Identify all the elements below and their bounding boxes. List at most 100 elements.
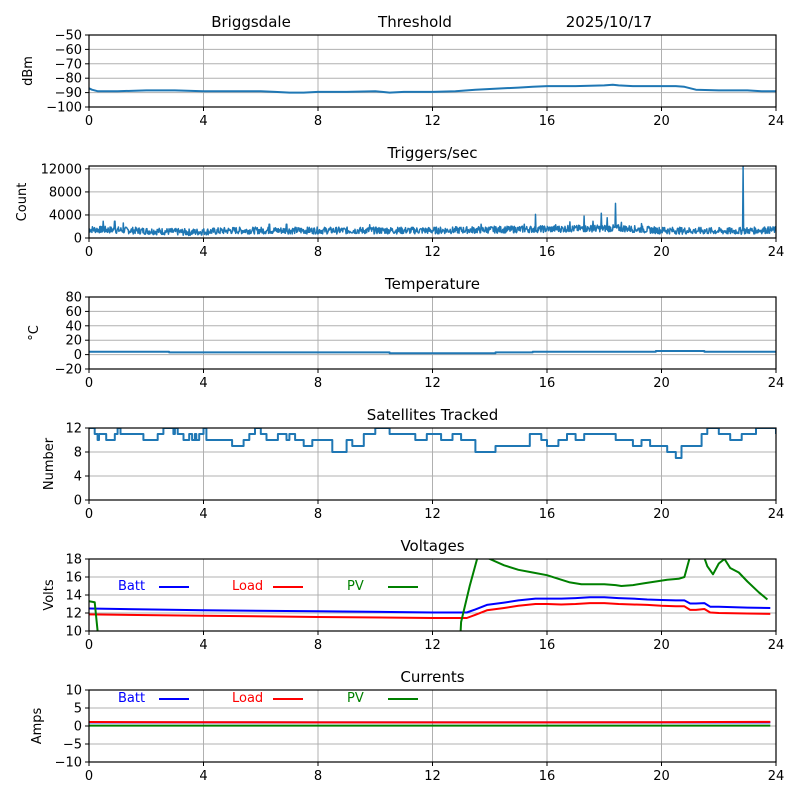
station-title: Briggsdale <box>211 13 291 31</box>
y-tick-label: 10 <box>65 625 82 640</box>
y-axis-label: Amps <box>30 707 45 744</box>
y-tick-label: −80 <box>55 72 82 87</box>
y-tick-label: 0 <box>74 348 82 363</box>
plot-area <box>89 559 771 631</box>
y-tick-label: 60 <box>65 305 82 320</box>
y-tick-label: 4000 <box>49 208 82 223</box>
y-tick-label: 8 <box>74 446 82 461</box>
x-tick-label: 24 <box>768 114 785 129</box>
y-axis-label: dBm <box>21 56 36 86</box>
x-tick-label: 20 <box>653 114 670 129</box>
y-tick-label: 5 <box>74 702 82 717</box>
legend-label-batt: Batt <box>118 579 145 594</box>
plot-area <box>89 720 771 727</box>
y-tick-label: −90 <box>55 86 82 101</box>
date-title: 2025/10/17 <box>566 13 652 31</box>
series-line-triggers <box>89 166 776 237</box>
y-tick-label: −10 <box>55 756 82 771</box>
x-tick-label: 20 <box>653 376 670 391</box>
panel-satellites: 0 4 8 12 16 20 24 0 4 8 12 Satellites Tracked Number <box>42 406 784 522</box>
y-tick-label: 4 <box>74 470 82 485</box>
x-tick-label: 8 <box>314 638 322 653</box>
x-tick-label: 16 <box>539 376 556 391</box>
x-tick-label: 4 <box>199 638 207 653</box>
series-line-batt <box>89 596 771 614</box>
y-tick-label: 12 <box>65 607 82 622</box>
y-axis-label: Count <box>15 183 30 222</box>
y-tick-label: −70 <box>55 57 82 72</box>
y-tick-label: 40 <box>65 319 82 334</box>
x-tick-label: 24 <box>768 245 785 260</box>
y-tick-label: 20 <box>65 334 82 349</box>
x-tick-label: 8 <box>314 376 322 391</box>
y-tick-label: 18 <box>65 553 82 568</box>
y-tick-label: −100 <box>46 101 82 116</box>
x-tick-label: 4 <box>199 376 207 391</box>
y-tick-label: 16 <box>65 571 82 586</box>
x-tick-label: 4 <box>199 114 207 129</box>
y-tick-label: 0 <box>74 494 82 509</box>
x-tick-label: 12 <box>424 769 441 784</box>
x-tick-label: 20 <box>653 507 670 522</box>
x-tick-label: 16 <box>539 638 556 653</box>
x-tick-label: 20 <box>653 245 670 260</box>
plot-area <box>89 83 776 94</box>
x-tick-label: 4 <box>199 507 207 522</box>
panel-voltages: 0 4 8 12 16 20 24 10 12 14 16 18 Voltages Volts Batt Lo… <box>42 537 785 653</box>
x-tick-label: 0 <box>85 114 93 129</box>
y-tick-label: 80 <box>65 291 82 306</box>
panel-title: Triggers/sec <box>387 144 478 162</box>
series-line-pv <box>89 559 769 631</box>
x-tick-label: 16 <box>539 769 556 784</box>
y-tick-label: 0 <box>74 720 82 735</box>
x-tick-label: 24 <box>768 638 785 653</box>
x-tick-label: 24 <box>768 376 785 391</box>
x-tick-label: 24 <box>768 769 785 784</box>
y-tick-label: 8000 <box>49 185 82 200</box>
y-tick-label: −20 <box>55 363 82 378</box>
x-tick-label: 0 <box>85 245 93 260</box>
x-tick-label: 0 <box>85 376 93 391</box>
x-tick-label: 0 <box>85 769 93 784</box>
y-axis-label: Volts <box>42 579 57 611</box>
x-tick-label: 8 <box>314 114 322 129</box>
legend-label-load: Load <box>232 691 263 706</box>
x-tick-label: 12 <box>424 114 441 129</box>
x-tick-label: 12 <box>424 507 441 522</box>
plot-area <box>89 428 776 459</box>
panel-currents: 0 4 8 12 16 20 24 −10 −5 0 5 10 Currents Amps Batt Load… <box>30 668 784 784</box>
legend-label-batt: Batt <box>118 691 145 706</box>
y-tick-label: 12 <box>65 422 82 437</box>
x-tick-label: 4 <box>199 769 207 784</box>
y-tick-label: 12000 <box>41 162 82 177</box>
y-axis-label: °C <box>27 325 42 341</box>
x-tick-label: 0 <box>85 638 93 653</box>
x-tick-label: 8 <box>314 245 322 260</box>
y-axis-label: Number <box>42 437 57 490</box>
x-tick-label: 16 <box>539 507 556 522</box>
y-tick-label: 14 <box>65 589 82 604</box>
x-tick-label: 8 <box>314 507 322 522</box>
plot-area <box>89 166 776 237</box>
legend-label-pv: PV <box>347 579 364 594</box>
y-tick-label: −5 <box>63 738 82 753</box>
x-tick-label: 12 <box>424 638 441 653</box>
panel-title: Voltages <box>400 537 464 555</box>
x-tick-label: 12 <box>424 245 441 260</box>
series-line-temperature <box>89 350 776 355</box>
series-line-satellites <box>89 428 776 459</box>
series-line-load <box>89 602 771 619</box>
panel-threshold: 0 4 8 12 16 20 24 −100−90−80−70−60−50 dBm <box>21 29 784 130</box>
panel-title: Satellites Tracked <box>367 406 498 424</box>
panel-triggers: 0 4 8 12 16 20 24 0 4000 8000 12000 Triggers/sec Cou… <box>15 144 784 260</box>
panel-title: Currents <box>400 668 464 686</box>
x-tick-label: 16 <box>539 245 556 260</box>
x-tick-label: 20 <box>653 769 670 784</box>
x-tick-label: 0 <box>85 507 93 522</box>
x-tick-label: 8 <box>314 769 322 784</box>
series-line-threshold <box>89 83 776 94</box>
mode-title: Threshold <box>377 13 452 31</box>
y-tick-label: −60 <box>55 43 82 58</box>
legend-label-pv: PV <box>347 691 364 706</box>
